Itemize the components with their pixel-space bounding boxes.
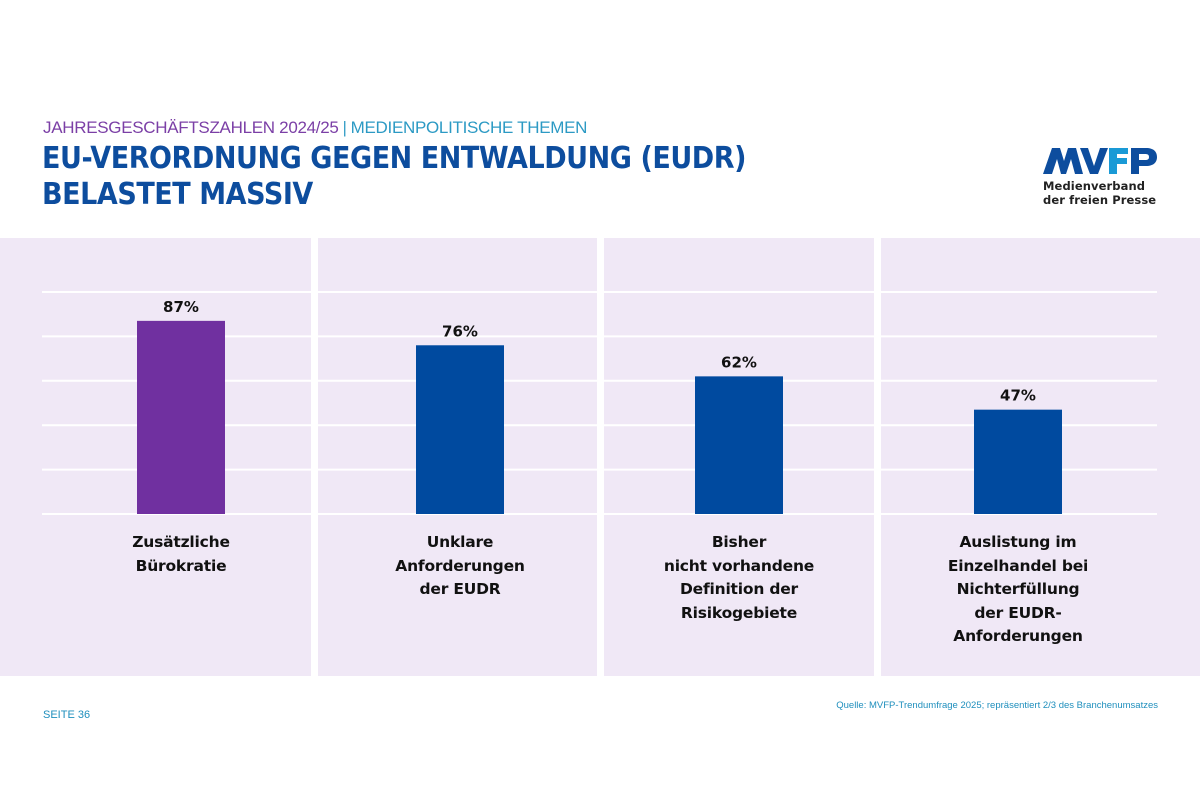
mvfp-wordmark-icon <box>1043 148 1157 174</box>
subtitle-section: MEDIENPOLITISCHE THEMEN <box>350 118 588 137</box>
category-label-1-line-2: Bürokratie <box>135 556 227 575</box>
subtitle-separator: | <box>342 118 347 137</box>
logo-tagline-line-1: Medienverband <box>1043 179 1146 193</box>
logo-tagline-line-2: der freien Presse <box>1043 193 1157 207</box>
page-number: SEITE 36 <box>43 709 91 721</box>
report-subtitle: JAHRESGESCHÄFTSZAHLEN 2024/25 | MEDIENPOLI… <box>43 118 587 138</box>
category-label-1-line-1: Zusätzliche <box>132 533 230 551</box>
source-note: Quelle: MVFP-Trendumfrage 2025; repräsen… <box>836 700 1158 711</box>
category-label-3-line-1: Bisher <box>711 533 767 551</box>
category-label-2: Unklare Anforderungen der EUDR <box>360 531 560 602</box>
data-label-4: 47% <box>1000 387 1036 405</box>
category-label-2-line-2: Anforderungen <box>395 556 525 575</box>
category-label-3: Bisher nicht vorhandene Definition der R… <box>639 531 839 625</box>
page-title-line-1: EU-VERORDNUNG GEGEN ENTWALDUNG (EUDR) <box>42 141 747 176</box>
category-label-4-line-1: Auslistung im <box>959 533 1077 551</box>
category-label-3-line-2: nicht vorhandene <box>663 556 815 575</box>
chart-area: 87% 76% 62% 47% Zusätzliche Bürokratie Unkl… <box>0 238 1200 676</box>
bar-3 <box>695 376 783 514</box>
bar-2 <box>416 345 504 514</box>
category-label-4-line-5: Anforderungen <box>953 627 1083 645</box>
category-label-4-line-3: Nichterfüllung <box>956 580 1080 598</box>
data-label-3: 62% <box>721 353 757 371</box>
bar-1 <box>137 320 225 514</box>
category-label-4-line-4: der EUDR- <box>974 603 1062 622</box>
page-title-line-2: BELASTET MASSIV <box>42 177 313 212</box>
category-label-3-line-4: Risikogebiete <box>680 603 798 622</box>
subtitle-report-name: JAHRESGESCHÄFTSZAHLEN 2024/25 <box>43 118 339 137</box>
category-label-1: Zusätzliche Bürokratie <box>81 531 281 578</box>
bar-4 <box>974 409 1062 514</box>
category-label-4-line-2: Einzelhandel bei <box>947 556 1089 575</box>
data-label-2: 76% <box>442 322 478 340</box>
mvfp-logo: Medienverband der freien Presse <box>1043 147 1163 207</box>
category-label-4: Auslistung im Einzelhandel bei Nichterfü… <box>918 531 1118 649</box>
category-label-2-line-3: der EUDR <box>419 580 501 598</box>
category-label-2-line-1: Unklare <box>426 533 494 551</box>
bar-chart: 87% 76% 62% 47% <box>42 291 1157 515</box>
category-label-3-line-3: Definition der <box>679 580 799 598</box>
page-title: EU-VERORDNUNG GEGEN ENTWALDUNG (EUDR) BE… <box>42 141 746 213</box>
data-label-1: 87% <box>163 298 199 316</box>
